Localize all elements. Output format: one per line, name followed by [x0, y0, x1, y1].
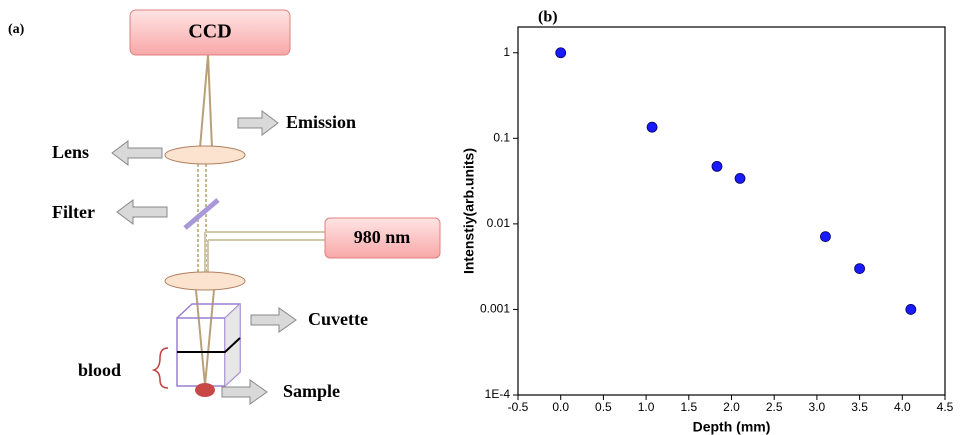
lens — [164, 271, 246, 291]
emission-beam — [199, 54, 213, 149]
point — [734, 173, 746, 184]
y-tick-label: 1 — [503, 45, 510, 59]
cuvette-label: Cuvette — [308, 309, 368, 329]
arrow — [237, 110, 279, 136]
laser-label: 980 nm — [354, 227, 411, 247]
ccd-box — [129, 9, 291, 56]
y-axis-label: Intenstiy(arb.units) — [461, 148, 477, 274]
x-tick-label: 4.5 — [937, 400, 954, 414]
x-tick-label: 0.0 — [552, 400, 569, 414]
panel-label: (a) — [8, 22, 25, 37]
arrow — [116, 199, 168, 225]
x-tick-label: -0.5 — [508, 400, 529, 414]
point — [854, 263, 865, 275]
x-tick-label: 0.5 — [595, 400, 612, 414]
point — [555, 47, 567, 59]
filter-label: Filter — [52, 202, 95, 222]
sample-dot — [195, 383, 215, 397]
sample-label: Sample — [283, 381, 340, 401]
arrow — [111, 140, 163, 166]
laser-box — [324, 217, 441, 259]
laser-beam — [204, 231, 325, 272]
blood-label: blood — [78, 360, 121, 380]
plot-frame — [517, 26, 946, 396]
panel-label: (b) — [538, 9, 558, 26]
point — [646, 121, 658, 133]
ccd-label: CCD — [188, 21, 231, 43]
x-tick-label: 1.0 — [638, 400, 655, 414]
point — [905, 304, 917, 315]
x-tick-label: 3.5 — [851, 400, 868, 414]
y-tick-label: 0.001 — [480, 302, 510, 316]
blood-level — [177, 337, 241, 353]
filter — [183, 198, 220, 230]
x-axis-label: Depth (mm) — [693, 419, 771, 435]
x-tick-label: 3.0 — [809, 400, 826, 414]
emission-label: Emission — [286, 112, 356, 132]
y-tick-label: 1E-4 — [485, 387, 511, 401]
lens-label: Lens — [52, 142, 89, 162]
y-tick-label: 0.01 — [487, 216, 511, 230]
y-tick-label: 0.1 — [493, 130, 510, 144]
x-tick-label: 1.5 — [680, 400, 697, 414]
point — [711, 160, 723, 172]
x-tick-label: 4.0 — [894, 400, 911, 414]
x-tick-label: 2.5 — [766, 400, 783, 414]
point — [820, 231, 831, 243]
diagram: (a) CCD 980 nm Emission Lens Filter Cuve… — [8, 9, 441, 405]
brace — [151, 347, 169, 389]
arrow — [250, 307, 297, 333]
chart: (b) -0.5 0.0 0.5 1.0 1.5 2.0 2.5 3.0 3.5 4.0 4.5 1E… — [461, 9, 954, 435]
lens — [164, 145, 246, 165]
x-tick-label: 2.0 — [723, 400, 740, 414]
arrow — [221, 379, 268, 405]
